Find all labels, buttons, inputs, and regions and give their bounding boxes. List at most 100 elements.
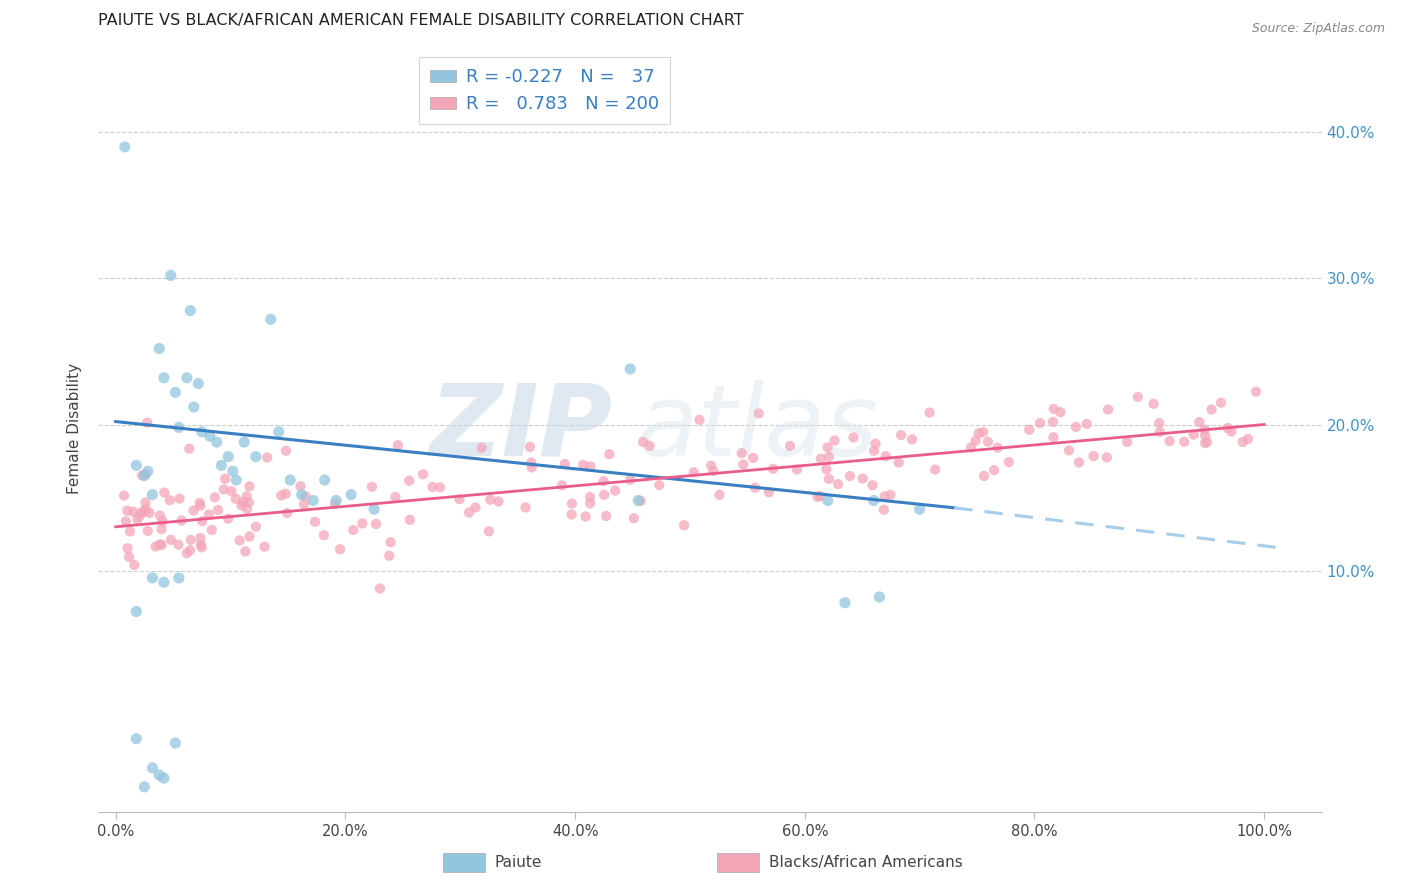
Point — [1216, 421, 1239, 435]
Point — [758, 485, 780, 500]
Point — [519, 440, 541, 454]
Point — [149, 508, 172, 523]
Point — [270, 488, 292, 502]
Point — [276, 506, 298, 520]
Point — [551, 478, 574, 492]
Point — [1159, 434, 1181, 448]
Point — [231, 499, 253, 513]
Point — [593, 488, 616, 502]
Point — [232, 495, 254, 509]
Point — [302, 493, 325, 508]
Point — [1237, 432, 1260, 446]
Point — [638, 439, 661, 453]
Point — [188, 496, 211, 510]
Point — [122, 505, 145, 519]
Point — [125, 605, 148, 619]
Point — [1194, 436, 1216, 450]
Point — [515, 500, 537, 515]
Point — [214, 472, 236, 486]
Point — [1173, 434, 1195, 449]
Point — [253, 540, 276, 554]
Point — [973, 469, 995, 483]
Point — [238, 479, 260, 493]
Point — [648, 478, 671, 492]
Point — [862, 478, 884, 492]
Point — [138, 506, 160, 520]
Point — [131, 505, 153, 519]
Point — [1195, 435, 1218, 450]
Point — [817, 441, 839, 455]
Point — [141, 488, 163, 502]
Point — [901, 433, 924, 447]
Point — [150, 522, 173, 536]
Point — [965, 434, 987, 448]
Point — [225, 473, 247, 487]
Point — [1149, 425, 1171, 439]
Point — [205, 435, 228, 450]
Point — [967, 426, 990, 441]
Point — [605, 483, 627, 498]
Text: atlas: atlas — [637, 380, 879, 476]
Point — [368, 582, 391, 596]
Point — [1194, 428, 1216, 442]
Point — [786, 462, 808, 476]
Point — [198, 429, 221, 443]
Point — [572, 458, 595, 472]
Point — [236, 502, 259, 516]
Point — [960, 441, 983, 455]
Point — [827, 477, 849, 491]
Point — [176, 370, 198, 384]
Point — [520, 460, 543, 475]
Text: PAIUTE VS BLACK/AFRICAN AMERICAN FEMALE DISABILITY CORRELATION CHART: PAIUTE VS BLACK/AFRICAN AMERICAN FEMALE … — [98, 13, 744, 29]
Point — [1049, 405, 1071, 419]
Point — [222, 464, 245, 478]
Point — [1201, 402, 1223, 417]
Point — [134, 780, 156, 794]
Point — [187, 376, 209, 391]
Point — [380, 535, 402, 549]
Point — [169, 491, 191, 506]
Point — [808, 489, 831, 503]
Point — [352, 516, 374, 531]
Point — [233, 435, 256, 450]
Text: Paiute: Paiute — [495, 855, 543, 870]
Point — [818, 472, 841, 486]
Point — [124, 558, 146, 572]
Point — [148, 342, 170, 356]
Point — [972, 425, 994, 439]
Point — [1067, 456, 1090, 470]
Point — [865, 436, 887, 450]
Point — [1042, 430, 1064, 444]
Point — [150, 538, 173, 552]
Point — [1116, 435, 1139, 450]
Point — [201, 523, 224, 537]
Point — [399, 513, 422, 527]
Point — [165, 385, 187, 400]
Point — [118, 549, 141, 564]
Point — [824, 434, 846, 448]
Point — [134, 468, 156, 483]
Point — [1076, 417, 1098, 431]
Point — [190, 531, 212, 545]
Point — [278, 473, 301, 487]
Point — [561, 497, 583, 511]
Point — [292, 497, 315, 511]
Point — [228, 533, 250, 548]
Point — [623, 511, 645, 525]
Point — [875, 449, 897, 463]
Point — [304, 515, 326, 529]
Point — [378, 549, 401, 563]
Point — [834, 596, 856, 610]
Point — [207, 503, 229, 517]
Point — [190, 499, 212, 513]
Point — [478, 524, 501, 539]
Point — [1232, 434, 1254, 449]
Point — [842, 430, 865, 444]
Point — [170, 514, 193, 528]
Point — [198, 508, 221, 522]
Point — [274, 487, 297, 501]
Point — [1182, 427, 1205, 442]
Point — [1042, 415, 1064, 429]
Point — [114, 140, 136, 154]
Point — [235, 544, 257, 558]
